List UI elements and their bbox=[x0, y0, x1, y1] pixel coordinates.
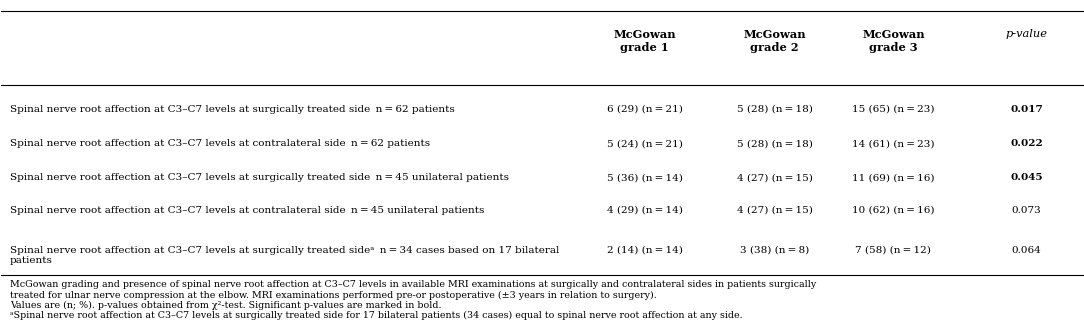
Text: McGowan
grade 3: McGowan grade 3 bbox=[862, 29, 925, 53]
Text: 5 (28) (n = 18): 5 (28) (n = 18) bbox=[736, 105, 812, 114]
Text: treated for ulnar nerve compression at the elbow. MRI examinations performed pre: treated for ulnar nerve compression at t… bbox=[10, 291, 657, 300]
Text: 0.017: 0.017 bbox=[1010, 105, 1043, 114]
Text: Spinal nerve root affection at C3–C7 levels at surgically treated side  n = 45 u: Spinal nerve root affection at C3–C7 lev… bbox=[10, 173, 509, 182]
Text: 4 (27) (n = 15): 4 (27) (n = 15) bbox=[736, 173, 812, 182]
Text: 5 (36) (n = 14): 5 (36) (n = 14) bbox=[607, 173, 683, 182]
Text: 5 (24) (n = 21): 5 (24) (n = 21) bbox=[607, 139, 683, 148]
Text: 0.073: 0.073 bbox=[1011, 205, 1042, 214]
Text: 11 (69) (n = 16): 11 (69) (n = 16) bbox=[852, 173, 934, 182]
Text: 3 (38) (n = 8): 3 (38) (n = 8) bbox=[740, 246, 809, 255]
Text: Spinal nerve root affection at C3–C7 levels at surgically treated sideᵃ  n = 34 : Spinal nerve root affection at C3–C7 lev… bbox=[10, 246, 559, 265]
Text: McGowan
grade 1: McGowan grade 1 bbox=[614, 29, 676, 53]
Text: Spinal nerve root affection at C3–C7 levels at contralateral side  n = 45 unilat: Spinal nerve root affection at C3–C7 lev… bbox=[10, 205, 485, 214]
Text: Spinal nerve root affection at C3–C7 levels at surgically treated side  n = 62 p: Spinal nerve root affection at C3–C7 lev… bbox=[10, 105, 455, 114]
Text: 4 (27) (n = 15): 4 (27) (n = 15) bbox=[736, 205, 812, 214]
Text: 0.022: 0.022 bbox=[1010, 139, 1043, 148]
Text: Spinal nerve root affection at C3–C7 levels at contralateral side  n = 62 patien: Spinal nerve root affection at C3–C7 lev… bbox=[10, 139, 430, 148]
Text: McGowan
grade 2: McGowan grade 2 bbox=[744, 29, 805, 53]
Text: ᵃSpinal nerve root affection at C3–C7 levels at surgically treated side for 17 b: ᵃSpinal nerve root affection at C3–C7 le… bbox=[10, 310, 743, 319]
Text: 2 (14) (n = 14): 2 (14) (n = 14) bbox=[607, 246, 683, 255]
Text: 6 (29) (n = 21): 6 (29) (n = 21) bbox=[607, 105, 683, 114]
Text: 4 (29) (n = 14): 4 (29) (n = 14) bbox=[607, 205, 683, 214]
Text: 10 (62) (n = 16): 10 (62) (n = 16) bbox=[852, 205, 934, 214]
Text: Values are (n; %). p-values obtained from χ²-test. Significant p-values are mark: Values are (n; %). p-values obtained fro… bbox=[10, 300, 441, 310]
Text: 7 (58) (n = 12): 7 (58) (n = 12) bbox=[855, 246, 931, 255]
Text: 14 (61) (n = 23): 14 (61) (n = 23) bbox=[852, 139, 934, 148]
Text: 15 (65) (n = 23): 15 (65) (n = 23) bbox=[852, 105, 934, 114]
Text: McGowan grading and presence of spinal nerve root affection at C3–C7 levels in a: McGowan grading and presence of spinal n… bbox=[10, 281, 816, 290]
Text: 5 (28) (n = 18): 5 (28) (n = 18) bbox=[736, 139, 812, 148]
Text: 0.045: 0.045 bbox=[1010, 173, 1043, 182]
Text: p-value: p-value bbox=[1005, 29, 1047, 39]
Text: 0.064: 0.064 bbox=[1011, 246, 1042, 255]
